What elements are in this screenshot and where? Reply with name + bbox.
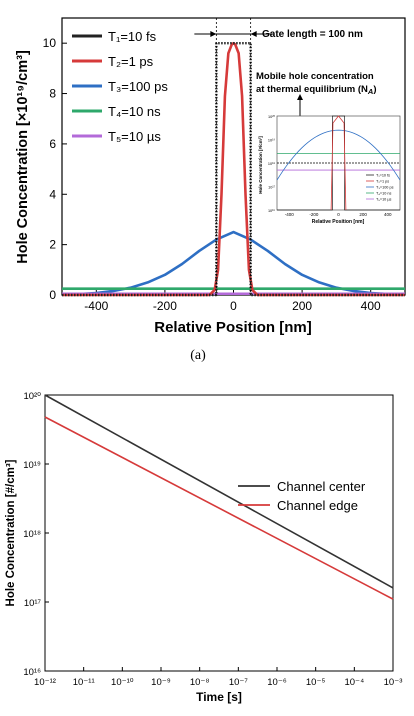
panel-a-ticks: -400 -200 0 200 400 0 2 4 6 8 10 bbox=[43, 36, 381, 313]
panel-b-x-tick-label: 10⁻¹² bbox=[34, 677, 56, 688]
inset-legend-label: T₄=10 ns bbox=[376, 192, 391, 196]
panel-b-x-tick-label: 10⁻⁵ bbox=[306, 677, 326, 688]
inset-legend-label: T₁=10 fs bbox=[376, 174, 390, 178]
panel-a-caption: (a) bbox=[190, 348, 206, 363]
panel-b-x-tick-label: 10⁻⁴ bbox=[344, 677, 364, 688]
panel-b-y-tick-label: 10¹⁷ bbox=[24, 598, 42, 609]
panel-b-series bbox=[44, 394, 394, 600]
panel-b-x-tick-label: 10⁻³ bbox=[384, 677, 403, 688]
panel-a-x-axis-label: Relative Position [nm] bbox=[154, 319, 312, 336]
inset-chart: -400 -200 0 200 400 10²⁰ 10¹⁹ 10¹⁸ 10¹⁷ 10¹⁶ T₁=10… bbox=[258, 115, 401, 225]
gate-length-label: Gate length = 100 nm bbox=[262, 29, 363, 40]
inset-x-tick-label: 400 bbox=[384, 212, 392, 217]
inset-y-axis-label: Hole Concentration [#/cm³] bbox=[258, 136, 263, 194]
panel-a-legend: T₁=10 fs T₂=1 ps T₃=100 ps T₄=10 ns T₅=10 µs bbox=[72, 29, 168, 144]
panel-a-y-tick-label: 4 bbox=[49, 187, 56, 201]
panel-a-y-tick-label: 2 bbox=[49, 238, 56, 252]
panel-a-x-tick-label: -400 bbox=[84, 299, 108, 313]
inset-x-axis-label: Relative Position [nm] bbox=[312, 219, 365, 225]
panel-a-y-tick-label: 8 bbox=[49, 87, 56, 101]
inset-x-tick-label: 200 bbox=[359, 212, 367, 217]
inset-y-tick-label: 10²⁰ bbox=[268, 115, 275, 119]
panel-a-x-tick-label: 0 bbox=[230, 299, 237, 313]
panel-b-y-tick-label: 10²⁰ bbox=[23, 391, 41, 402]
panel-b-x-tick-label: 10⁻⁹ bbox=[151, 677, 171, 688]
panel-b-ticks: 10⁻¹² 10⁻¹¹ 10⁻¹⁰ 10⁻⁹ 10⁻⁸ 10⁻⁷ 10⁻⁶ 10⁻⁵ 10⁻⁴ 1… bbox=[23, 391, 402, 688]
legend-label-1: T₁=10 fs bbox=[108, 29, 157, 44]
panel-b-x-tick-label: 10⁻⁶ bbox=[267, 677, 287, 688]
panel-b-y-tick-label: 10¹⁶ bbox=[23, 667, 41, 678]
mobile-hole-label-line2: at thermal equilibrium (NA) bbox=[256, 84, 377, 96]
panel-a-x-tick-label: 200 bbox=[292, 299, 312, 313]
panel-a-y-tick-label: 0 bbox=[49, 288, 56, 302]
inset-legend-label: T₂=1 ps bbox=[376, 180, 389, 184]
panel-a-x-tick-label: 400 bbox=[361, 299, 381, 313]
panel-b-y-axis-label: Hole Concentration [#/cm³] bbox=[5, 459, 17, 606]
panel-b-x-tick-label: 10⁻¹⁰ bbox=[111, 677, 134, 688]
inset-series-2 bbox=[330, 115, 347, 211]
panel-b-series-line-1 bbox=[44, 394, 394, 589]
inset-legend-label: T₅=10 µs bbox=[376, 198, 392, 202]
inset-y-tick-label: 10¹⁹ bbox=[268, 139, 275, 143]
legend-label-4: T₄=10 ns bbox=[108, 104, 161, 119]
legend-label-5: T₅=10 µs bbox=[108, 129, 161, 144]
panel-b-legend: Channel center Channel edge bbox=[238, 479, 366, 513]
panel-b-chart: 10⁻¹² 10⁻¹¹ 10⁻¹⁰ 10⁻⁹ 10⁻⁸ 10⁻⁷ 10⁻⁶ 10⁻⁵ 10⁻⁴ 1… bbox=[5, 391, 402, 704]
panel-a-chart: -400 -200 0 200 400 0 2 4 6 8 10 Gate length = 100… bbox=[15, 17, 406, 336]
panel-b-x-tick-label: 10⁻¹¹ bbox=[73, 677, 95, 688]
panel-a-y-tick-label: 10 bbox=[43, 36, 57, 50]
mobile-hole-arrowhead bbox=[297, 94, 303, 100]
panel-b-y-tick-label: 10¹⁹ bbox=[23, 460, 41, 471]
inset-x-tick-label: -200 bbox=[309, 212, 319, 217]
legend-label-2: T₂=1 ps bbox=[108, 54, 154, 69]
panel-a-y-tick-label: 6 bbox=[49, 137, 56, 151]
inset-legend-label: T₃=100 ps bbox=[376, 186, 394, 190]
panel-b-legend-label-1: Channel center bbox=[277, 479, 366, 494]
panel-b-x-tick-label: 10⁻⁸ bbox=[190, 677, 210, 688]
panel-b-y-tick-label: 10¹⁸ bbox=[23, 529, 41, 540]
inset-x-tick-label: -400 bbox=[285, 212, 295, 217]
panel-b-x-axis-label: Time [s] bbox=[196, 690, 242, 704]
panel-b-legend-label-2: Channel edge bbox=[277, 498, 358, 513]
inset-series-3 bbox=[276, 129, 401, 181]
inset-y-tick-label: 10¹⁷ bbox=[268, 186, 275, 190]
legend-label-3: T₃=100 ps bbox=[108, 79, 168, 94]
panel-b-plot-frame bbox=[44, 394, 394, 672]
panel-a-y-axis-label: Hole Concentration [×10¹⁹/cm³] bbox=[15, 50, 31, 264]
panel-b-x-tick-label: 10⁻⁷ bbox=[229, 677, 249, 688]
inset-x-tick-label: 0 bbox=[337, 212, 340, 217]
inset-y-tick-label: 10¹⁸ bbox=[268, 162, 275, 166]
inset-content: -400 -200 0 200 400 10²⁰ 10¹⁹ 10¹⁸ 10¹⁷ 10¹⁶ T₁=10… bbox=[268, 115, 401, 217]
mobile-hole-label-line1: Mobile hole concentration bbox=[256, 71, 374, 82]
panel-a-x-tick-label: -200 bbox=[153, 299, 177, 313]
inset-y-tick-label: 10¹⁶ bbox=[268, 209, 275, 213]
panel-b-series-line-2 bbox=[44, 416, 394, 600]
